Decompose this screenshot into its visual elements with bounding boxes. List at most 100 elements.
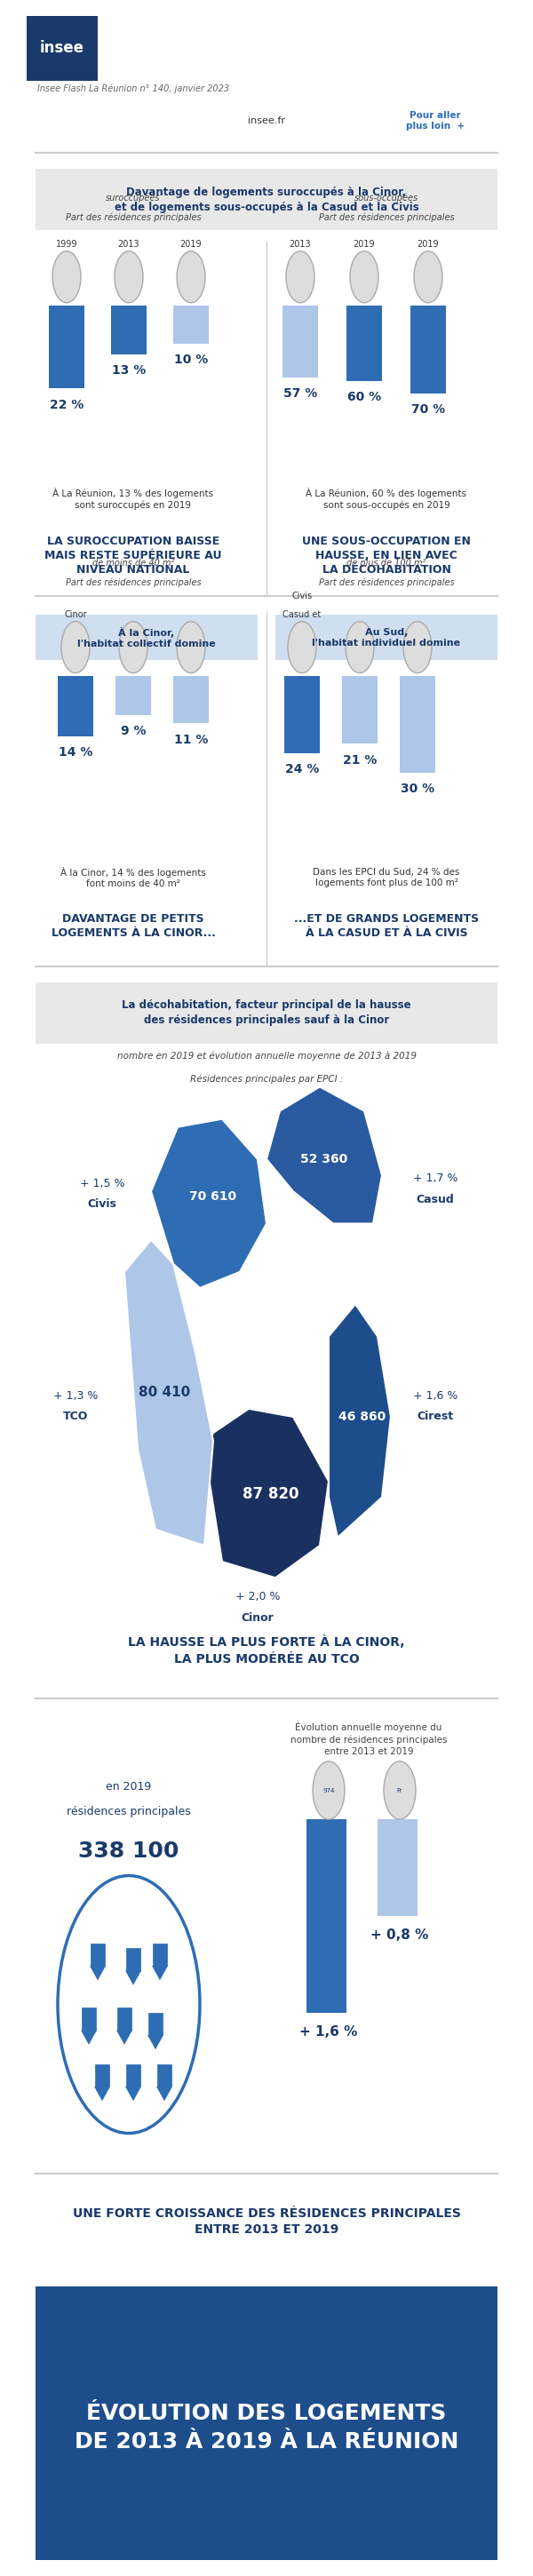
Bar (284, 677, 320, 755)
Text: 87 820: 87 820 (243, 1486, 299, 1502)
Circle shape (52, 252, 81, 304)
Polygon shape (81, 2030, 97, 2045)
Text: À La Réunion, 13 % des logements
sont suroccupés en 2019: À La Réunion, 13 % des logements sont su… (53, 487, 214, 510)
Text: 2019: 2019 (417, 240, 439, 250)
Bar (377, 1819, 417, 1917)
Circle shape (115, 252, 143, 304)
Text: Pour aller
plus loin  +: Pour aller plus loin + (406, 111, 465, 131)
Text: 10 %: 10 % (174, 353, 208, 366)
Bar (306, 1819, 346, 2012)
Polygon shape (329, 1303, 391, 1538)
Text: La décohabitation, facteur principal de la hausse
des résidences principales sau: La décohabitation, facteur principal de … (122, 999, 411, 1025)
Text: + 1,5 %: + 1,5 % (80, 1177, 125, 1190)
Text: Part des résidences principales: Part des résidences principales (66, 577, 201, 587)
Bar (36, 170, 497, 229)
Text: + 0,8 %: + 0,8 % (371, 1929, 429, 1942)
Text: Casud et: Casud et (283, 611, 321, 618)
Bar (400, 677, 435, 773)
Text: LA SUROCCUPATION BAISSE
MAIS RESTE SUPÉRIEURE AU
NIVEAU NATIONAL: LA SUROCCUPATION BAISSE MAIS RESTE SUPÉR… (45, 536, 222, 574)
Bar (27, 15, 98, 80)
Bar (49, 307, 84, 389)
Polygon shape (90, 1965, 106, 1981)
Text: UNE FORTE CROISSANCE DES RÉSIDENCES PRINCIPALES
ENTRE 2013 ET 2019: UNE FORTE CROISSANCE DES RÉSIDENCES PRIN… (72, 2208, 461, 2236)
Bar (36, 2287, 497, 2561)
Text: 14 %: 14 % (59, 747, 93, 757)
Circle shape (313, 1762, 345, 1819)
Circle shape (414, 252, 442, 304)
Text: de moins de 40 m²: de moins de 40 m² (92, 559, 174, 567)
Bar (342, 677, 377, 744)
Bar (116, 677, 151, 716)
Bar (126, 2063, 140, 2087)
Text: de plus de 100 m²: de plus de 100 m² (347, 559, 426, 567)
Polygon shape (148, 2035, 164, 2050)
Bar (111, 307, 147, 355)
Bar (36, 981, 497, 1043)
Text: Au Sud,
l'habitat individuel domine: Au Sud, l'habitat individuel domine (312, 629, 461, 647)
Polygon shape (204, 1409, 329, 1577)
Polygon shape (152, 1965, 168, 1981)
Text: 1999: 1999 (56, 240, 77, 250)
Text: Cinor: Cinor (64, 611, 87, 618)
Bar (148, 2012, 163, 2035)
Text: résidences principales: résidences principales (67, 1806, 191, 1816)
Text: Fr: Fr (397, 1788, 402, 1793)
Text: Cirest: Cirest (417, 1412, 454, 1422)
Text: 52 360: 52 360 (301, 1154, 348, 1164)
Text: 46 860: 46 860 (339, 1412, 386, 1422)
Text: 22 %: 22 % (50, 399, 84, 410)
Text: + 1,6 %: + 1,6 % (413, 1391, 458, 1401)
Text: Civis: Civis (292, 592, 312, 600)
Text: 13 %: 13 % (112, 366, 146, 376)
Text: UNE SOUS-OCCUPATION EN
HAUSSE, EN LIEN AVEC
LA DÉCOHABITATION: UNE SOUS-OCCUPATION EN HAUSSE, EN LIEN A… (302, 536, 471, 574)
Text: + 1,7 %: + 1,7 % (413, 1172, 458, 1185)
Text: Casud: Casud (416, 1193, 454, 1206)
Text: 70 610: 70 610 (190, 1190, 237, 1203)
Text: 338 100: 338 100 (78, 1842, 179, 1862)
Polygon shape (266, 1087, 382, 1224)
Polygon shape (151, 1118, 266, 1288)
Text: + 1,6 %: + 1,6 % (300, 2025, 358, 2038)
Text: 60 %: 60 % (348, 392, 381, 404)
Text: + 1,3 %: + 1,3 % (53, 1391, 98, 1401)
Bar (276, 616, 497, 659)
Text: suroccupées: suroccupées (106, 193, 160, 204)
Text: LA HAUSSE LA PLUS FORTE À LA CINOR,
LA PLUS MODÉRÉE AU TCO: LA HAUSSE LA PLUS FORTE À LA CINOR, LA P… (128, 1636, 405, 1664)
Text: Davantage de logements suroccupés à la Cinor,
et de logements sous-occupés à la : Davantage de logements suroccupés à la C… (114, 185, 419, 214)
Text: 57 %: 57 % (283, 386, 317, 399)
Polygon shape (124, 1239, 213, 1546)
Circle shape (119, 621, 148, 672)
Polygon shape (156, 2087, 172, 2102)
Text: sous-occupées: sous-occupées (354, 193, 418, 204)
Polygon shape (116, 2030, 132, 2045)
Circle shape (345, 621, 374, 672)
Text: À La Réunion, 60 % des logements
sont sous-occupés en 2019: À La Réunion, 60 % des logements sont so… (306, 487, 467, 510)
Circle shape (61, 621, 90, 672)
Text: Dans les EPCI du Sud, 24 % des
logements font plus de 100 m²: Dans les EPCI du Sud, 24 % des logements… (313, 868, 460, 886)
Bar (410, 307, 446, 394)
Text: Résidences principales par EPCI :: Résidences principales par EPCI : (190, 1074, 343, 1084)
Circle shape (350, 252, 378, 304)
Text: insee.fr: insee.fr (248, 116, 285, 126)
Text: 2013: 2013 (118, 240, 140, 250)
Text: Évolution annuelle moyenne du
nombre de résidences principales
entre 2013 et 201: Évolution annuelle moyenne du nombre de … (290, 1721, 447, 1757)
Text: Insee Flash La Réunion n° 140, janvier 2023: Insee Flash La Réunion n° 140, janvier 2… (37, 85, 229, 93)
Bar (157, 2063, 172, 2087)
Bar (173, 677, 209, 724)
Polygon shape (94, 2087, 110, 2102)
Text: Part des résidences principales: Part des résidences principales (319, 577, 454, 587)
Text: + 2,0 %: + 2,0 % (235, 1592, 280, 1602)
Bar (91, 1942, 105, 1965)
Polygon shape (125, 1971, 141, 1986)
Text: Part des résidences principales: Part des résidences principales (319, 214, 454, 222)
Text: 2019: 2019 (180, 240, 202, 250)
Bar (36, 616, 257, 659)
Text: 11 %: 11 % (174, 734, 208, 744)
Circle shape (288, 621, 316, 672)
Text: 30 %: 30 % (401, 783, 434, 796)
Text: nombre en 2019 et évolution annuelle moyenne de 2013 à 2019: nombre en 2019 et évolution annuelle moy… (117, 1051, 416, 1061)
Circle shape (286, 252, 314, 304)
Bar (282, 307, 318, 376)
Text: À la Cinor, 14 % des logements
font moins de 40 m²: À la Cinor, 14 % des logements font moin… (60, 866, 206, 889)
Bar (82, 2007, 96, 2030)
